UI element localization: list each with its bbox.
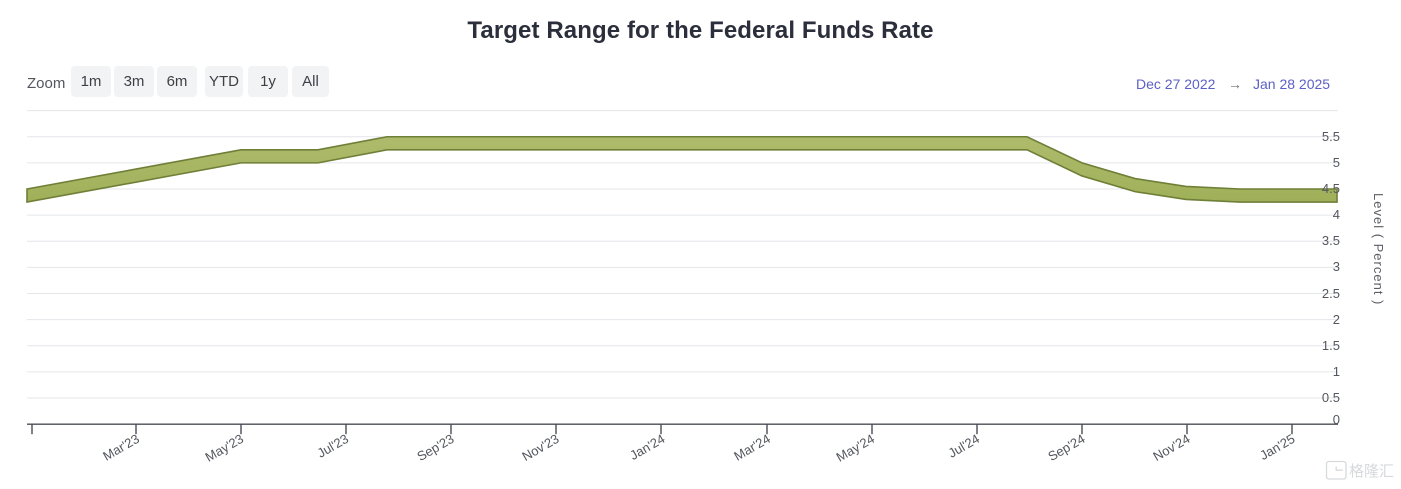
svg-text:格隆汇: 格隆汇 [1349, 463, 1394, 480]
